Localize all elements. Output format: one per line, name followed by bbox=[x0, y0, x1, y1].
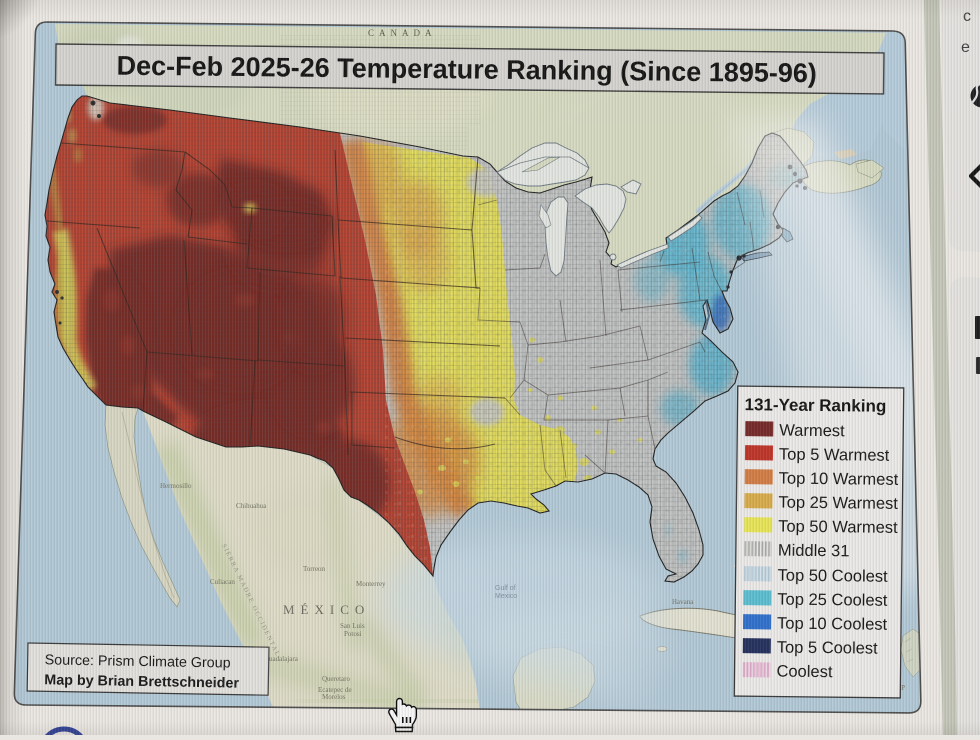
svg-text:Torreon: Torreon bbox=[303, 565, 326, 573]
svg-text:Top 10 Warmest: Top 10 Warmest bbox=[779, 470, 899, 489]
svg-text:MÉXICO: MÉXICO bbox=[283, 602, 370, 617]
svg-text:Top 5 Warmest: Top 5 Warmest bbox=[779, 446, 890, 465]
svg-text:Map by Brian Brettschneider: Map by Brian Brettschneider bbox=[44, 672, 239, 691]
svg-text:Top 5 Coolest: Top 5 Coolest bbox=[777, 639, 879, 658]
svg-text:Monterrey: Monterrey bbox=[356, 580, 386, 588]
svg-text:e: e bbox=[961, 39, 970, 56]
svg-text:Hermosillo: Hermosillo bbox=[160, 482, 192, 490]
svg-text:Morelos: Morelos bbox=[322, 693, 346, 701]
svg-text:Havana: Havana bbox=[672, 598, 694, 606]
svg-text:Puebla: Puebla bbox=[360, 706, 380, 714]
svg-text:Gulf of: Gulf of bbox=[495, 585, 516, 592]
svg-text:Warmest: Warmest bbox=[779, 422, 845, 441]
svg-text:Queretaro: Queretaro bbox=[322, 675, 350, 683]
svg-text:Top 10 Coolest: Top 10 Coolest bbox=[777, 615, 888, 634]
svg-text:Potosi: Potosi bbox=[344, 630, 362, 638]
svg-text:Chihuahua: Chihuahua bbox=[236, 502, 267, 510]
svg-text:c: c bbox=[963, 8, 971, 25]
svg-text:San Luis: San Luis bbox=[340, 622, 365, 630]
svg-text:CANADA: CANADA bbox=[368, 28, 437, 38]
svg-text:Top 50 Coolest: Top 50 Coolest bbox=[778, 567, 889, 586]
svg-text:Culiacan: Culiacan bbox=[210, 578, 235, 586]
svg-text:Mexico: Mexico bbox=[495, 593, 517, 600]
svg-text:Coolest: Coolest bbox=[776, 663, 833, 682]
svg-text:131-Year Ranking: 131-Year Ranking bbox=[744, 395, 886, 416]
svg-text:Middle 31: Middle 31 bbox=[778, 542, 850, 561]
svg-text:Source: Prism Climate Group: Source: Prism Climate Group bbox=[45, 652, 231, 671]
svg-text:Top 50 Warmest: Top 50 Warmest bbox=[778, 518, 898, 537]
svg-text:Top 25 Warmest: Top 25 Warmest bbox=[778, 494, 898, 513]
svg-text:Top 25 Coolest: Top 25 Coolest bbox=[777, 591, 888, 610]
